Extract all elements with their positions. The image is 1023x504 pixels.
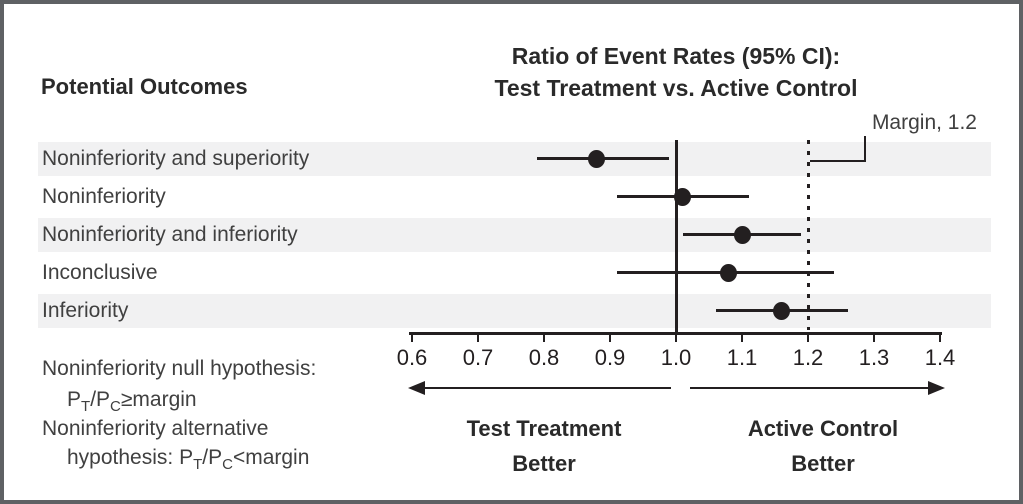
chart-title-line1: Ratio of Event Rates (95% CI): bbox=[511, 43, 841, 69]
axis-tick-label: 0.6 bbox=[396, 345, 428, 370]
left-direction-label: Test Treatment Better bbox=[394, 416, 694, 477]
left-direction-line1: Test Treatment bbox=[466, 416, 622, 441]
axis-tick bbox=[873, 335, 875, 342]
left-column-title: Potential Outcomes bbox=[41, 74, 248, 99]
right-arrowhead-icon bbox=[928, 381, 945, 395]
axis-tick bbox=[675, 335, 677, 342]
left-arrow-shaft bbox=[424, 387, 671, 389]
chart-title: Ratio of Event Rates (95% CI): Test Trea… bbox=[376, 40, 976, 104]
axis-tick-label: 0.7 bbox=[462, 345, 494, 370]
axis-tick-label: 1.2 bbox=[792, 345, 824, 370]
left-direction-line2: Better bbox=[512, 451, 576, 476]
axis-tick bbox=[477, 335, 479, 342]
point-estimate-dot bbox=[588, 150, 606, 168]
row-stripe bbox=[38, 218, 991, 252]
row-label: Inferiority bbox=[42, 299, 129, 322]
axis-tick bbox=[807, 335, 809, 342]
axis-tick-label: 1.3 bbox=[858, 345, 890, 370]
axis-tick bbox=[939, 335, 941, 342]
row-label: Noninferiority and inferiority bbox=[42, 223, 298, 246]
right-direction-label: Active Control Better bbox=[673, 416, 973, 477]
axis-tick bbox=[411, 335, 413, 342]
margin-callout-vertical-line bbox=[864, 136, 866, 162]
margin-dashed-line bbox=[806, 140, 810, 330]
point-estimate-dot bbox=[720, 264, 738, 282]
right-direction-line1: Active Control bbox=[747, 416, 899, 441]
chart-title-line2: Test Treatment vs. Active Control bbox=[494, 75, 858, 101]
point-estimate-dot bbox=[674, 188, 692, 206]
row-label: Noninferiority bbox=[42, 185, 166, 208]
right-arrow-shaft bbox=[690, 387, 930, 389]
axis-tick-label: 1.4 bbox=[924, 345, 956, 370]
left-arrowhead-icon bbox=[408, 381, 425, 395]
axis-tick-label: 0.8 bbox=[528, 345, 560, 370]
axis-tick bbox=[741, 335, 743, 342]
alt-hypothesis-formula: hypothesis: PT/PC<margin bbox=[67, 446, 310, 474]
right-direction-line2: Better bbox=[791, 451, 855, 476]
row-stripe bbox=[38, 294, 991, 328]
point-estimate-dot bbox=[773, 302, 791, 320]
axis-tick bbox=[543, 335, 545, 342]
point-estimate-dot bbox=[733, 226, 751, 244]
null-hypothesis-label: Noninferiority null hypothesis: bbox=[42, 357, 317, 380]
null-hypothesis-formula: PT/PC≥margin bbox=[67, 388, 197, 416]
row-label: Inconclusive bbox=[42, 261, 158, 284]
axis-tick-label: 0.9 bbox=[594, 345, 626, 370]
alt-hypothesis-label: Noninferiority alternative bbox=[42, 417, 269, 440]
axis-tick-label: 1.0 bbox=[660, 345, 692, 370]
margin-annotation-label: Margin, 1.2 bbox=[871, 111, 977, 134]
axis-tick bbox=[609, 335, 611, 342]
row-stripe bbox=[38, 142, 991, 176]
row-label: Noninferiority and superiority bbox=[42, 147, 310, 170]
margin-callout-horizontal-line bbox=[810, 160, 866, 162]
reference-line bbox=[674, 140, 678, 334]
axis-tick-label: 1.1 bbox=[726, 345, 758, 370]
